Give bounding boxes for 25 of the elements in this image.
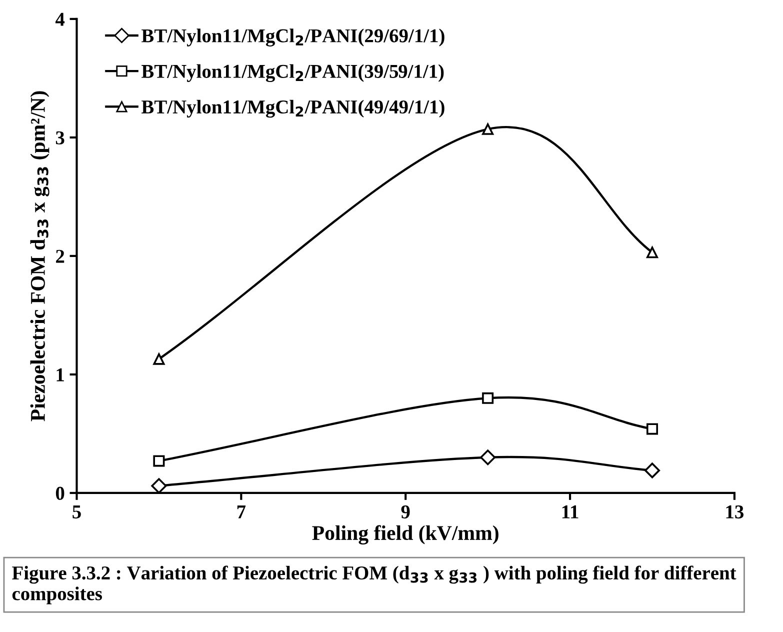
- y-tick-label: 0: [56, 486, 64, 500]
- legend-label: BT/Nylon11/MgCl$_{2}$/PANI(39/59/1/1): [142, 64, 444, 82]
- point: [151, 478, 167, 493]
- point: [482, 123, 494, 135]
- x-tick-label: 9: [401, 505, 410, 518]
- point: [153, 353, 165, 365]
- y-tick-label: 2: [56, 250, 64, 263]
- point: [644, 462, 660, 478]
- y-axis-title: Piezoelectric FOM d$_{33}$ x g$_{33}$ (pm²/N): [30, 91, 50, 422]
- point: [482, 392, 494, 404]
- y-tick-label: 3: [56, 131, 64, 144]
- legend-label: BT/Nylon11/MgCl$_{2}$/PANI(29/69/1/1): [142, 28, 444, 46]
- text: Figure 3.3.2 : Variation of Piezoelectric FOM (d$_{33}$ x g$_{33}$ ) with poling field for different composites: [12, 566, 736, 604]
- point: [646, 423, 658, 435]
- x-tick-label: 7: [237, 506, 246, 518]
- x-tick-label: 5: [72, 506, 81, 518]
- point: [480, 450, 496, 466]
- x-tick-label: 13: [726, 505, 744, 518]
- point: [646, 246, 658, 258]
- point: [153, 455, 165, 467]
- y-tick-label: 4: [55, 12, 65, 26]
- y-tick-label: 1: [56, 368, 64, 382]
- x-axis-title: Poling field (kV/mm): [312, 525, 498, 544]
- x-tick-label: 11: [562, 505, 578, 518]
- legend-label: BT/Nylon11/MgCl$_{2}$/PANI(49/49/1/1): [142, 100, 444, 118]
